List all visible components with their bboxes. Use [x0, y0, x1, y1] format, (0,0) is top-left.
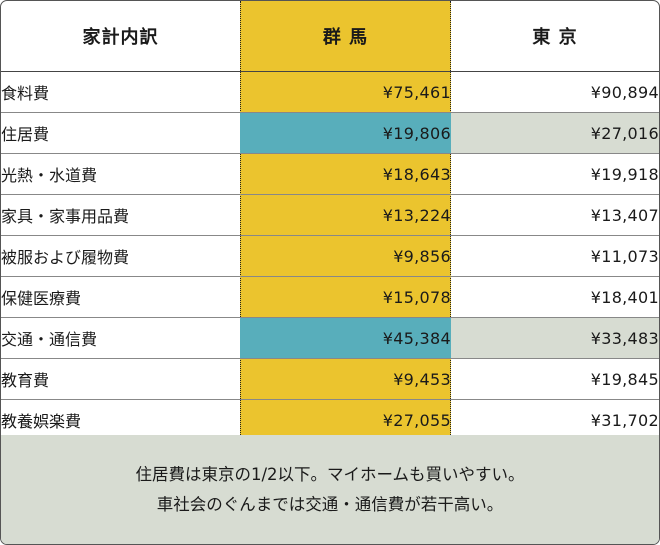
- row-label: 食料費: [1, 71, 240, 113]
- summary-line-2: 車社会のぐんまでは交通・通信費が若干高い。: [156, 494, 504, 514]
- table-row: 住居費 ¥19,806 ¥27,016: [1, 112, 659, 154]
- gunma-value: ¥27,055: [240, 399, 451, 441]
- header-gunma: 群 馬: [240, 1, 451, 72]
- table-row: 保健医療費 ¥15,078 ¥18,401: [1, 276, 659, 318]
- table-row: 家具・家事用品費 ¥13,224 ¥13,407: [1, 194, 659, 236]
- budget-grid: 家計内訳 群 馬 東 京 食料費 ¥75,461 ¥90,894 住居費 ¥19…: [1, 1, 659, 441]
- row-label: 家具・家事用品費: [1, 194, 240, 236]
- tokyo-value: ¥19,845: [451, 358, 659, 400]
- tokyo-value: ¥11,073: [451, 235, 659, 277]
- table-row: 光熱・水道費 ¥18,643 ¥19,918: [1, 153, 659, 195]
- gunma-value: ¥9,453: [240, 358, 451, 400]
- table-row: 教育費 ¥9,453 ¥19,845: [1, 358, 659, 400]
- table-row: 被服および履物費 ¥9,856 ¥11,073: [1, 235, 659, 277]
- row-label: 保健医療費: [1, 276, 240, 318]
- row-label: 交通・通信費: [1, 317, 240, 359]
- tokyo-value-highlighted: ¥33,483: [451, 317, 659, 359]
- header-tokyo: 東 京: [451, 1, 659, 72]
- table-row: 食料費 ¥75,461 ¥90,894: [1, 71, 659, 113]
- row-label: 光熱・水道費: [1, 153, 240, 195]
- tokyo-value-highlighted: ¥27,016: [451, 112, 659, 154]
- tokyo-value: ¥19,918: [451, 153, 659, 195]
- gunma-value: ¥15,078: [240, 276, 451, 318]
- header-item: 家計内訳: [1, 1, 240, 72]
- tokyo-value: ¥90,894: [451, 71, 659, 113]
- gunma-value: ¥13,224: [240, 194, 451, 236]
- gunma-value: ¥75,461: [240, 71, 451, 113]
- row-label: 被服および履物費: [1, 235, 240, 277]
- row-label: 教育費: [1, 358, 240, 400]
- tokyo-value: ¥13,407: [451, 194, 659, 236]
- row-label: 住居費: [1, 112, 240, 154]
- summary-line-1: 住居費は東京の1/2以下。マイホームも買いやすい。: [135, 464, 525, 484]
- gunma-value-highlighted: ¥45,384: [240, 317, 451, 359]
- header-row: 家計内訳 群 馬 東 京: [1, 1, 659, 72]
- summary-note: 住居費は東京の1/2以下。マイホームも買いやすい。 車社会のぐんまでは交通・通信…: [1, 435, 659, 544]
- table-row: 交通・通信費 ¥45,384 ¥33,483: [1, 317, 659, 359]
- gunma-value: ¥18,643: [240, 153, 451, 195]
- gunma-value: ¥9,856: [240, 235, 451, 277]
- row-label: 教養娯楽費: [1, 399, 240, 441]
- gunma-value-highlighted: ¥19,806: [240, 112, 451, 154]
- tokyo-value: ¥18,401: [451, 276, 659, 318]
